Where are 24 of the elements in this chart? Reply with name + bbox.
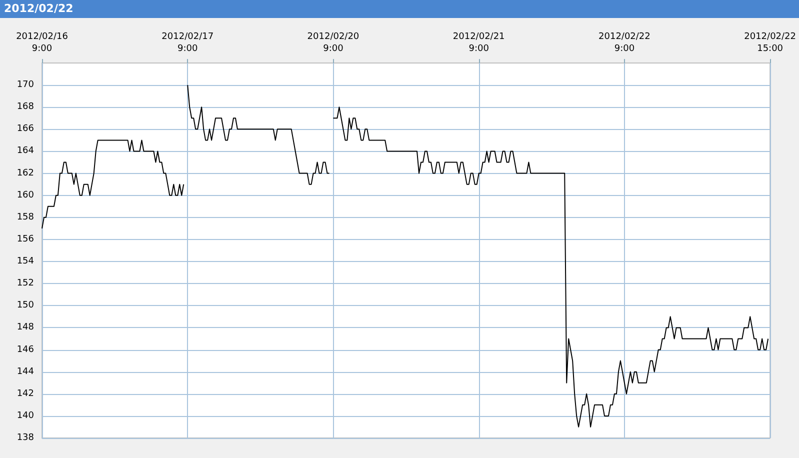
- y-tick-label: 162: [16, 168, 34, 178]
- y-tick-label: 138: [16, 433, 34, 443]
- x-tick-label: 2012/02/16 9:00: [16, 32, 68, 54]
- y-tick-label: 164: [16, 146, 34, 156]
- y-tick-label: 140: [16, 410, 34, 421]
- y-tick-label: 170: [16, 80, 34, 90]
- y-tick-label: 154: [16, 256, 34, 267]
- y-tick-label: 168: [16, 102, 34, 112]
- x-tick-label: 2012/02/21 9:00: [452, 32, 505, 54]
- y-tick-label: 146: [16, 344, 34, 355]
- y-tick-label: 156: [16, 234, 34, 244]
- y-tick-label: 152: [16, 278, 34, 289]
- x-tick-label: 2012/02/22 9:00: [598, 32, 650, 54]
- x-tick-label: 2012/02/20 9:00: [307, 32, 360, 54]
- y-tick-label: 148: [16, 322, 34, 333]
- y-tick-label: 150: [16, 300, 34, 311]
- y-tick-label: 142: [16, 388, 34, 399]
- x-tick-label: 2012/02/22 15:00: [744, 32, 796, 54]
- y-tick-label: 166: [16, 124, 34, 134]
- y-tick-label: 158: [16, 212, 34, 222]
- x-tick-label: 2012/02/17 9:00: [162, 32, 214, 54]
- y-tick-label: 144: [16, 366, 34, 377]
- chart-title: 2012/02/22: [0, 0, 799, 18]
- y-tick-label: 160: [16, 190, 34, 200]
